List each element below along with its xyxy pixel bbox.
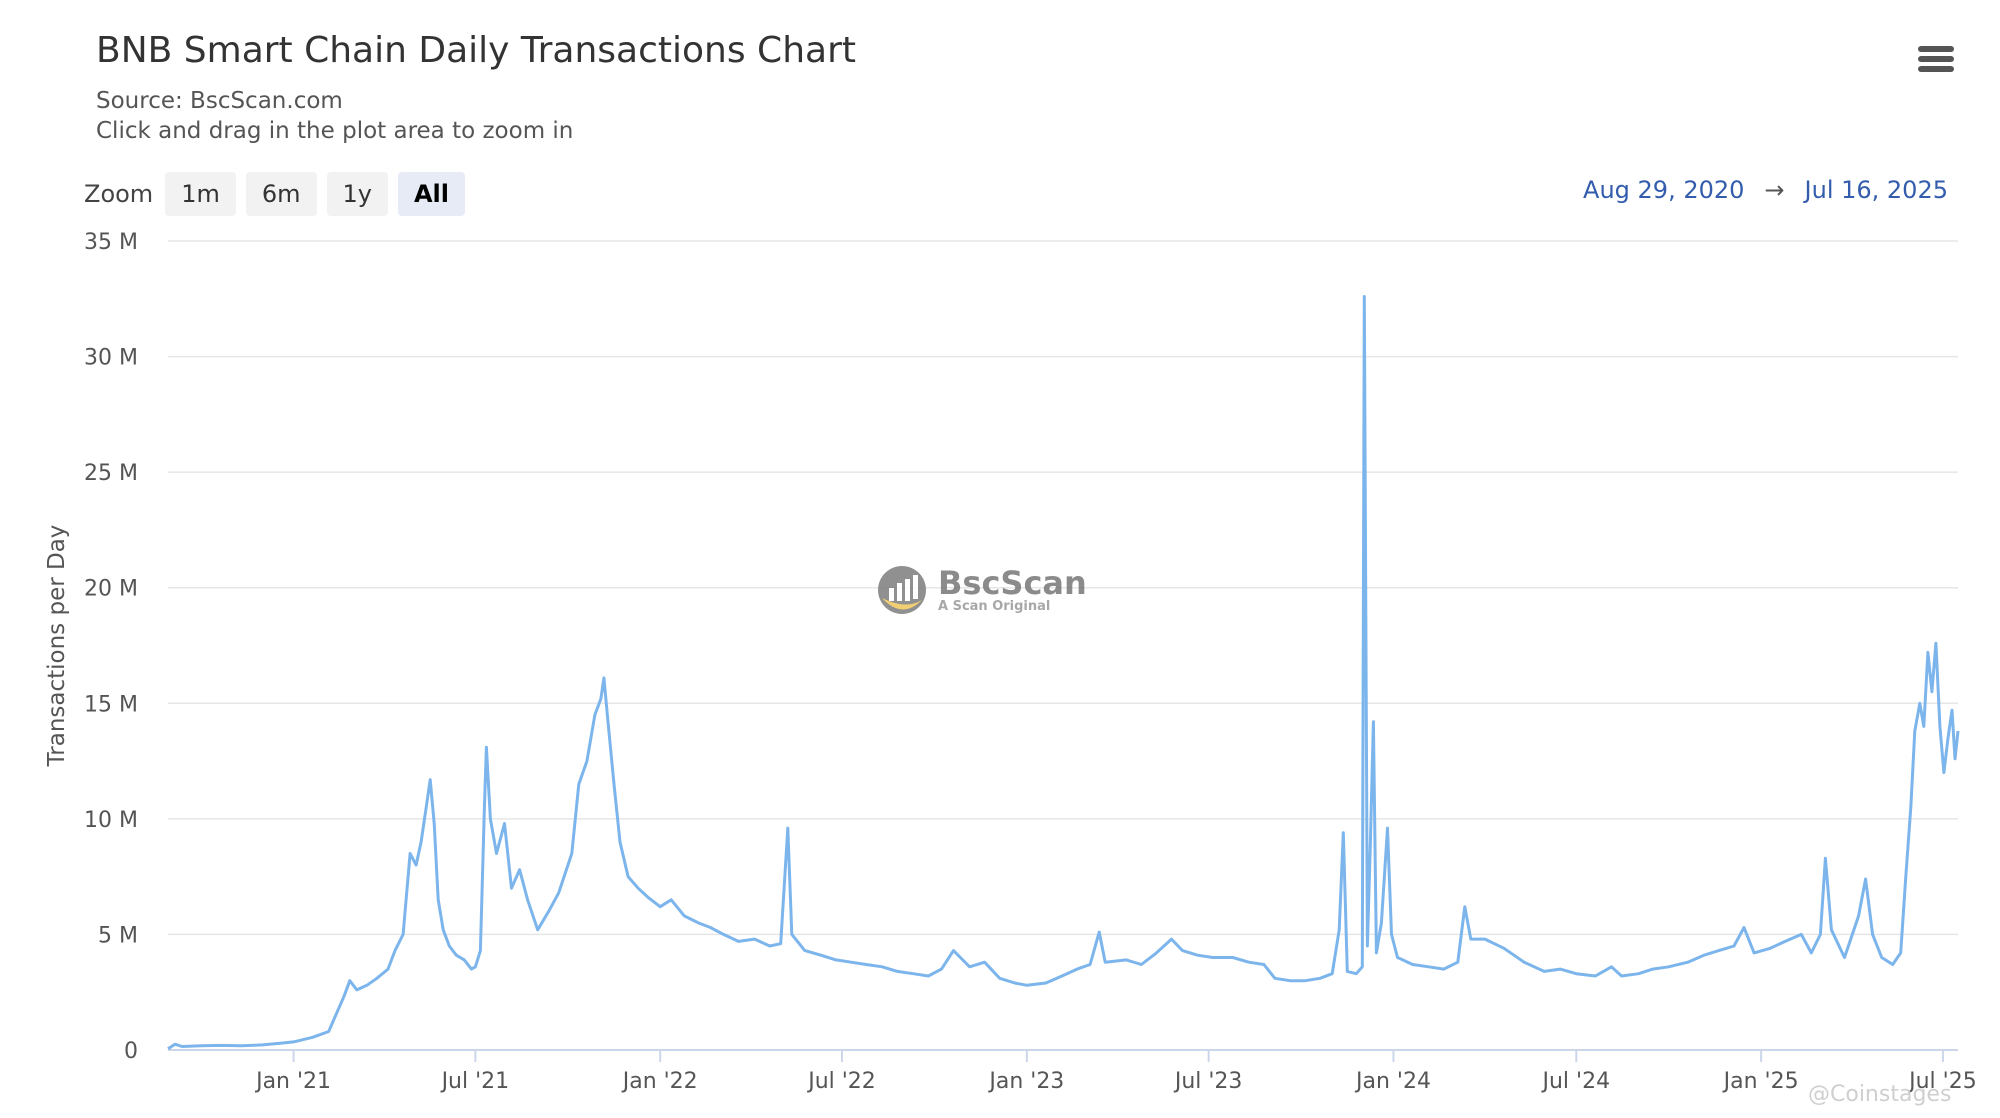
y-tick-label: 0 [124,1039,138,1064]
y-tick-label: 10 M [84,808,138,833]
menu-bar [1918,56,1954,62]
y-tick-label: 5 M [98,923,138,948]
bscscan-logo-icon [878,566,926,614]
y-tick-label: 15 M [84,692,138,717]
credit-watermark: @Coinstages [1808,1082,1952,1107]
x-tick-label: Jul '25 [1907,1069,1977,1094]
x-tick-label: Jan '22 [621,1069,698,1094]
menu-bar [1918,46,1954,52]
x-tick-label: Jan '25 [1722,1069,1799,1094]
range-start-date[interactable]: Aug 29, 2020 [1583,176,1745,204]
bscscan-watermark: BscScan A Scan Original [876,564,1087,616]
zoom-1y-button[interactable]: 1y [326,172,388,216]
x-tick-label: Jul '23 [1173,1069,1243,1094]
y-tick-label: 30 M [84,346,138,371]
zoom-all-button[interactable]: All [397,172,466,216]
watermark-name: BscScan [938,563,1087,602]
zoom-1m-button[interactable]: 1m [165,172,236,216]
x-tick-label: Jan '23 [987,1069,1064,1094]
chart-hint: Click and drag in the plot area to zoom … [96,118,574,144]
x-tick-label: Jul '21 [440,1069,510,1094]
y-tick-label: 20 M [84,577,138,602]
y-tick-label: 35 M [84,230,138,255]
x-tick-label: Jan '21 [254,1069,331,1094]
zoom-label: Zoom [84,180,154,208]
x-tick-label: Jan '24 [1354,1069,1431,1094]
series-line [167,295,1960,1051]
date-range: Aug 29, 2020 → Jul 16, 2025 [1583,176,1948,204]
range-end-date[interactable]: Jul 16, 2025 [1804,176,1948,204]
menu-bar [1918,66,1954,72]
range-arrow-icon: → [1764,176,1785,204]
chart-source: Source: BscScan.com [96,88,343,114]
y-axis-title: Transactions per Day [44,525,70,768]
x-tick-label: Jul '22 [806,1069,876,1094]
chart-title: BNB Smart Chain Daily Transactions Chart [96,30,856,71]
hamburger-menu-icon[interactable] [1918,46,1954,78]
watermark-tagline: A Scan Original [938,598,1051,614]
y-tick-label: 25 M [84,461,138,486]
x-tick-label: Jul '24 [1540,1069,1610,1094]
zoom-6m-button[interactable]: 6m [245,172,317,216]
zoom-selector: Zoom 1m 6m 1y All [84,172,475,216]
